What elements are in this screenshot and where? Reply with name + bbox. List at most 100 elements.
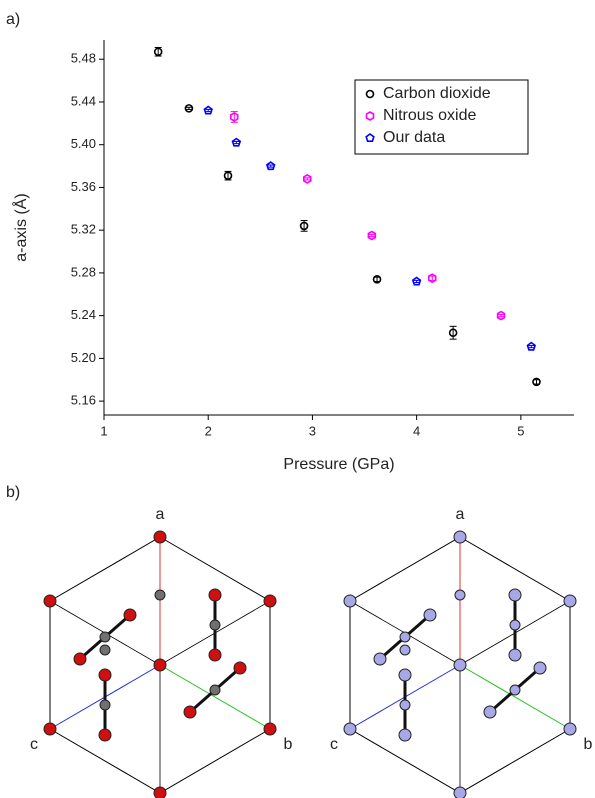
data-point xyxy=(203,105,213,115)
atom xyxy=(263,594,277,608)
y-tick-label: 5.20 xyxy=(71,350,96,365)
data-point xyxy=(411,276,422,286)
data-point xyxy=(184,104,194,113)
legend-marker xyxy=(365,133,375,142)
panel-label: a) xyxy=(6,11,20,28)
atom xyxy=(98,668,112,682)
atom xyxy=(343,594,357,608)
atom xyxy=(509,619,521,631)
y-tick-label: 5.32 xyxy=(71,222,96,237)
axis-b xyxy=(459,664,571,730)
data-point xyxy=(448,328,458,338)
atom xyxy=(208,648,222,662)
y-tick-label: 5.44 xyxy=(71,93,96,108)
atom xyxy=(43,594,57,608)
atom xyxy=(98,728,112,742)
atom xyxy=(43,722,57,736)
data-point xyxy=(265,161,276,171)
atom xyxy=(99,631,111,643)
atom xyxy=(233,661,247,675)
error-bar xyxy=(368,233,376,238)
atom xyxy=(483,705,497,719)
data-point xyxy=(427,273,437,284)
legend-label: Our data xyxy=(383,129,445,146)
axis-label: a xyxy=(456,506,465,523)
x-tick-label: 5 xyxy=(517,423,524,438)
atom xyxy=(509,684,521,696)
atom xyxy=(423,608,437,622)
axis-label: c xyxy=(30,736,38,753)
atom xyxy=(453,530,467,544)
error-bar xyxy=(497,314,505,318)
error-bar xyxy=(449,325,457,340)
data-point xyxy=(302,173,312,184)
axis-label: a xyxy=(156,506,165,523)
atom xyxy=(453,786,467,798)
atom xyxy=(99,644,111,656)
legend-label: Carbon dioxide xyxy=(383,85,491,102)
data-point xyxy=(372,275,382,284)
atom xyxy=(153,658,167,672)
atom xyxy=(154,589,166,601)
data-point xyxy=(153,47,163,57)
atom xyxy=(153,530,167,544)
atom xyxy=(563,722,577,736)
atom xyxy=(209,684,221,696)
atom xyxy=(399,644,411,656)
data-point xyxy=(231,137,242,147)
atom xyxy=(263,722,277,736)
atom xyxy=(563,594,577,608)
x-tick-label: 2 xyxy=(205,423,212,438)
atom xyxy=(373,652,387,666)
x-tick-label: 3 xyxy=(309,423,316,438)
crystal-structure: a b c xyxy=(30,506,293,798)
axis-b xyxy=(159,664,271,730)
atom xyxy=(343,722,357,736)
atom xyxy=(153,786,167,798)
atom xyxy=(454,589,466,601)
error-bar xyxy=(428,275,436,281)
atom xyxy=(508,588,522,602)
y-axis-label: a-axis (Å) xyxy=(11,193,30,261)
atom xyxy=(399,699,411,711)
axis-label: c xyxy=(330,736,338,753)
panel-label: b) xyxy=(6,484,20,501)
atom xyxy=(209,619,221,631)
y-tick-label: 5.28 xyxy=(71,264,96,279)
atom xyxy=(398,668,412,682)
legend-box xyxy=(354,79,529,155)
atom xyxy=(123,608,137,622)
atom xyxy=(183,705,197,719)
data-point xyxy=(299,221,309,231)
legend-marker xyxy=(365,111,375,121)
x-axis-label: Pressure (GPa) xyxy=(283,456,394,473)
atom xyxy=(73,652,87,666)
x-tick-label: 4 xyxy=(413,423,420,438)
axis-label: b xyxy=(284,736,293,753)
data-point xyxy=(367,230,377,241)
atom xyxy=(99,699,111,711)
data-point xyxy=(532,377,541,387)
data-point xyxy=(230,111,239,122)
y-tick-label: 5.36 xyxy=(71,179,96,194)
atom xyxy=(533,661,547,675)
crystal-structure: a b c xyxy=(330,506,593,798)
y-tick-label: 5.48 xyxy=(71,51,96,66)
error-bar xyxy=(185,106,193,110)
y-tick-label: 5.24 xyxy=(71,307,96,322)
atom xyxy=(399,631,411,643)
atom xyxy=(208,588,222,602)
atom xyxy=(453,658,467,672)
data-point xyxy=(526,341,537,351)
legend-label: Nitrous oxide xyxy=(383,107,476,124)
y-tick-label: 5.40 xyxy=(71,136,96,151)
x-tick-label: 1 xyxy=(100,423,107,438)
y-tick-label: 5.16 xyxy=(71,393,96,408)
atom xyxy=(508,648,522,662)
axis-label: b xyxy=(584,736,593,753)
error-bar xyxy=(303,177,311,181)
atom xyxy=(398,728,412,742)
legend-marker xyxy=(365,89,375,99)
